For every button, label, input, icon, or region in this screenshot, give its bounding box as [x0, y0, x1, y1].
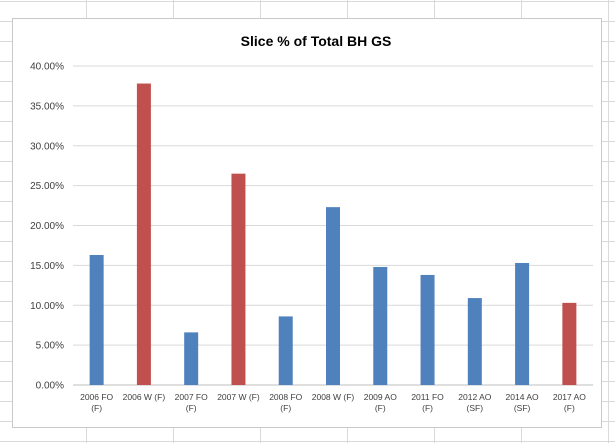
bar[interactable]	[136, 83, 151, 386]
bar-chart: Slice % of Total BH GS 0.00% 5.00% 10.00% 1…	[30, 33, 593, 413]
y-tick-label: 15.00%	[30, 261, 64, 272]
x-category-label: 2006 FO (F)	[80, 392, 113, 413]
x-category-label: 2017 AO (F)	[553, 392, 586, 413]
x-category-label: 2014 AO (SF)	[506, 392, 539, 413]
bar[interactable]	[184, 332, 199, 385]
x-category-label: 2007 W (F)	[217, 392, 260, 402]
bar[interactable]	[467, 298, 482, 385]
bar[interactable]	[420, 274, 435, 385]
y-tick-label: 10.00%	[30, 301, 64, 312]
bar[interactable]	[326, 207, 340, 385]
y-tick-label: 20.00%	[30, 221, 64, 232]
x-category-label: 2008 W (F)	[312, 392, 355, 402]
y-tick-label: 0.00%	[36, 381, 64, 392]
y-tick-label: 30.00%	[30, 141, 64, 152]
bar[interactable]	[562, 302, 577, 385]
y-tick-label: 25.00%	[30, 181, 64, 192]
x-category-label: 2012 AO (SF)	[458, 392, 491, 413]
bar[interactable]	[89, 255, 104, 385]
x-category-label: 2009 AO (F)	[364, 392, 397, 413]
y-tick-label: 5.00%	[36, 341, 64, 352]
chart-area[interactable]: Slice % of Total BH GS 0.00% 5.00% 10.00% 1…	[12, 18, 602, 428]
bar[interactable]	[373, 266, 388, 385]
x-category-label: 2006 W (F)	[123, 392, 166, 402]
y-tick-label: 40.00%	[30, 62, 64, 73]
bar[interactable]	[515, 262, 530, 385]
bar[interactable]	[278, 316, 293, 385]
chart-title: Slice % of Total BH GS	[241, 33, 392, 49]
x-category-label: 2008 FO (F)	[269, 392, 302, 413]
bar[interactable]	[231, 173, 246, 385]
y-tick-label: 35.00%	[30, 101, 64, 112]
x-category-label: 2007 FO (F)	[175, 392, 208, 413]
x-category-label: 2011 FO (F)	[411, 392, 444, 413]
